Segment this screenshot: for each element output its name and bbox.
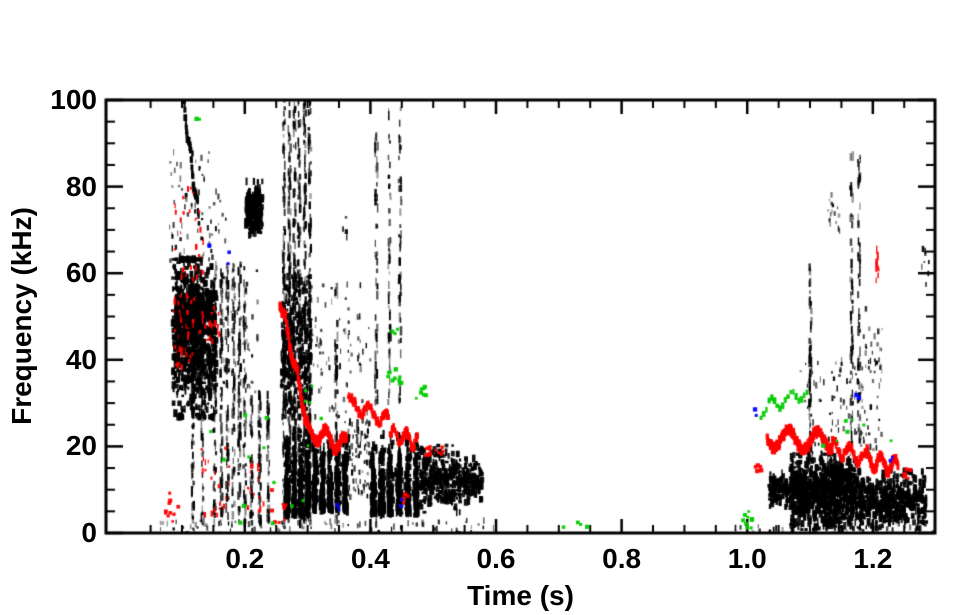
x-tick-label-0.2: 0.2 xyxy=(225,543,265,574)
x-tick-label-1.2: 1.2 xyxy=(853,543,893,574)
y-tick-label-80: 80 xyxy=(65,170,97,202)
x-tick-label-1.0: 1.0 xyxy=(727,543,767,574)
y-tick-label-0: 0 xyxy=(81,517,97,548)
y-axis-title: Frequency (kHz) xyxy=(6,207,37,425)
x-tick-label-0.4: 0.4 xyxy=(350,543,390,574)
y-tick-label-40: 40 xyxy=(65,343,97,375)
y-tick-label-60: 60 xyxy=(65,257,97,289)
x-tick-label-0.8: 0.8 xyxy=(602,543,642,574)
x-axis-title: Time (s) xyxy=(467,580,574,611)
y-tick-label-20: 20 xyxy=(65,430,97,462)
x-tick-label-0.6: 0.6 xyxy=(476,543,516,574)
y-tick-label-100: 100 xyxy=(50,84,97,115)
